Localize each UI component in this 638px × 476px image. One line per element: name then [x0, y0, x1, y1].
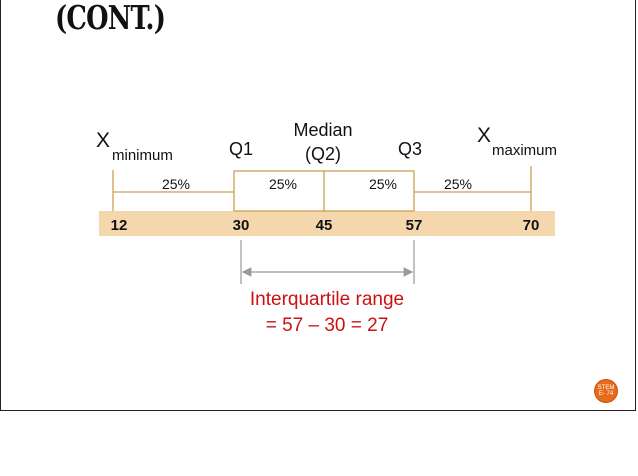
box-plot-diagram: X minimum Q1 Median (Q2) Q3 X maximum 25…	[96, 120, 557, 336]
pct-label-4: 25%	[444, 176, 472, 192]
slide-title: (CONT.)	[55, 0, 166, 37]
value-max: 70	[523, 217, 540, 234]
iqr-label: Interquartile range	[250, 289, 404, 310]
x-max-label: X	[477, 124, 491, 147]
iqr-formula: = 57 – 30 = 27	[266, 315, 389, 336]
badge-line-2: E- 74	[598, 391, 614, 397]
slide: (CONT.) X minimum Q1 Median (Q2) Q3 X ma…	[0, 0, 636, 411]
x-min-label: X	[96, 129, 110, 152]
x-min-subscript: minimum	[112, 147, 173, 164]
q3-label: Q3	[398, 139, 422, 159]
value-median: 45	[316, 217, 333, 234]
pct-label-1: 25%	[162, 176, 190, 192]
q1-label: Q1	[229, 139, 253, 159]
number-strip	[99, 211, 555, 236]
value-min: 12	[111, 217, 128, 234]
value-q3: 57	[406, 217, 423, 234]
x-max-subscript: maximum	[492, 142, 557, 159]
value-q1: 30	[233, 217, 250, 234]
pct-label-3: 25%	[369, 176, 397, 192]
pct-label-2: 25%	[269, 176, 297, 192]
median-sublabel: (Q2)	[305, 144, 341, 164]
median-label: Median	[293, 120, 352, 140]
badge-line-1: STEM	[597, 385, 615, 391]
page-badge-icon: STEM E- 74	[595, 380, 617, 402]
